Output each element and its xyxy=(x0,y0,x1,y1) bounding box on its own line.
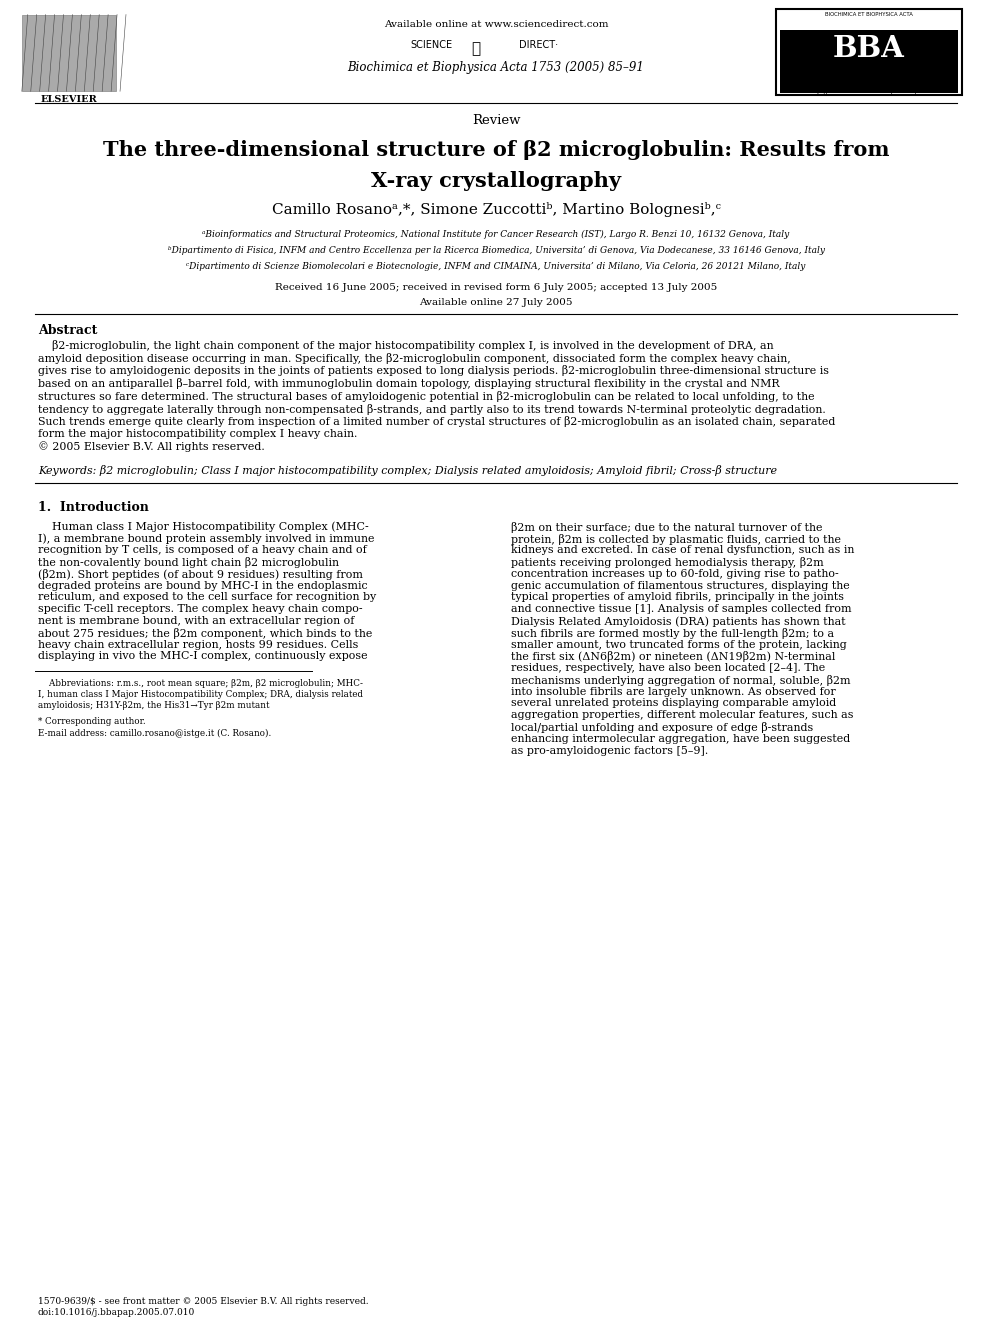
Text: Available online at www.sciencedirect.com: Available online at www.sciencedirect.co… xyxy=(384,20,608,29)
Text: degraded proteins are bound by MHC-I in the endoplasmic: degraded proteins are bound by MHC-I in … xyxy=(38,581,367,590)
Text: residues, respectively, have also been located [2–4]. The: residues, respectively, have also been l… xyxy=(511,663,825,673)
Text: protein, β2m is collected by plasmatic fluids, carried to the: protein, β2m is collected by plasmatic f… xyxy=(511,533,841,545)
Bar xyxy=(776,9,962,95)
Text: http://www.elsevier.com/locate/bba: http://www.elsevier.com/locate/bba xyxy=(807,87,930,94)
Text: amyloid deposition disease occurring in man. Specifically, the β2-microglobulin : amyloid deposition disease occurring in … xyxy=(38,353,791,364)
Text: doi:10.1016/j.bbapap.2005.07.010: doi:10.1016/j.bbapap.2005.07.010 xyxy=(38,1308,195,1318)
Text: structures so fare determined. The structural bases of amyloidogenic potential i: structures so fare determined. The struc… xyxy=(38,390,814,402)
Text: as pro-amyloidogenic factors [5–9].: as pro-amyloidogenic factors [5–9]. xyxy=(511,746,708,755)
Text: ELSEVIER: ELSEVIER xyxy=(40,95,97,105)
Text: β2-microglobulin, the light chain component of the major histocompatibility comp: β2-microglobulin, the light chain compon… xyxy=(38,340,774,351)
Text: 1570-9639/$ - see front matter © 2005 Elsevier B.V. All rights reserved.: 1570-9639/$ - see front matter © 2005 El… xyxy=(38,1297,368,1306)
Text: form the major histocompatibility complex I heavy chain.: form the major histocompatibility comple… xyxy=(38,429,357,439)
Text: Camillo Rosanoᵃ,*, Simone Zuccottiᵇ, Martino Bolognesiᵇ,ᶜ: Camillo Rosanoᵃ,*, Simone Zuccottiᵇ, Mar… xyxy=(272,202,720,217)
Text: ᵇDipartimento di Fisica, INFM and Centro Eccellenza per la Ricerca Biomedica, Un: ᵇDipartimento di Fisica, INFM and Centro… xyxy=(168,246,824,255)
Text: genic accumulation of filamentous structures, displaying the: genic accumulation of filamentous struct… xyxy=(511,581,849,590)
Text: nent is membrane bound, with an extracellular region of: nent is membrane bound, with an extracel… xyxy=(38,617,354,626)
Text: heavy chain extracellular region, hosts 99 residues. Cells: heavy chain extracellular region, hosts … xyxy=(38,639,358,650)
Text: gives rise to amyloidogenic deposits in the joints of patients exposed to long d: gives rise to amyloidogenic deposits in … xyxy=(38,365,828,377)
Text: ⓐ: ⓐ xyxy=(471,41,481,56)
Text: Human class I Major Histocompatibility Complex (MHC-: Human class I Major Histocompatibility C… xyxy=(38,521,368,532)
Text: 1.  Introduction: 1. Introduction xyxy=(38,500,149,513)
Text: SCIENCE: SCIENCE xyxy=(411,40,452,50)
Text: such fibrils are formed mostly by the full-length β2m; to a: such fibrils are formed mostly by the fu… xyxy=(511,628,834,639)
Text: into insoluble fibrils are largely unknown. As observed for: into insoluble fibrils are largely unkno… xyxy=(511,687,835,697)
Text: amyloidosis; H31Y-β2m, the His31→Tyr β2m mutant: amyloidosis; H31Y-β2m, the His31→Tyr β2m… xyxy=(38,701,269,709)
Text: Biochimica et Biophysica Acta 1753 (2005) 85–91: Biochimica et Biophysica Acta 1753 (2005… xyxy=(347,61,645,74)
Text: enhancing intermolecular aggregation, have been suggested: enhancing intermolecular aggregation, ha… xyxy=(511,734,850,744)
Text: * Corresponding author.: * Corresponding author. xyxy=(38,717,145,726)
Text: DIRECT·: DIRECT· xyxy=(519,40,558,50)
Bar xyxy=(22,15,116,91)
Text: several unrelated proteins displaying comparable amyloid: several unrelated proteins displaying co… xyxy=(511,699,836,708)
Text: concentration increases up to 60-fold, giving rise to patho-: concentration increases up to 60-fold, g… xyxy=(511,569,838,579)
Text: smaller amount, two truncated forms of the protein, lacking: smaller amount, two truncated forms of t… xyxy=(511,639,846,650)
Text: aggregation properties, different molecular features, such as: aggregation properties, different molecu… xyxy=(511,710,853,720)
Text: Keywords: β2 microglobulin; Class I major histocompatibility complex; Dialysis r: Keywords: β2 microglobulin; Class I majo… xyxy=(38,464,777,476)
Text: (β2m). Short peptides (of about 9 residues) resulting from: (β2m). Short peptides (of about 9 residu… xyxy=(38,569,363,579)
Text: Abstract: Abstract xyxy=(38,324,97,337)
Text: β2m on their surface; due to the natural turnover of the: β2m on their surface; due to the natural… xyxy=(511,521,822,533)
Text: patients receiving prolonged hemodialysis therapy, β2m: patients receiving prolonged hemodialysi… xyxy=(511,557,823,568)
Text: reticulum, and exposed to the cell surface for recognition by: reticulum, and exposed to the cell surfa… xyxy=(38,593,376,602)
Bar xyxy=(780,30,958,93)
Text: X-ray crystallography: X-ray crystallography xyxy=(371,171,621,191)
Text: Review: Review xyxy=(472,114,520,127)
Text: BBA: BBA xyxy=(833,34,905,64)
Text: Dialysis Related Amyloidosis (DRA) patients has shown that: Dialysis Related Amyloidosis (DRA) patie… xyxy=(511,617,845,627)
Text: tendency to aggregate laterally through non-compensated β-strands, and partly al: tendency to aggregate laterally through … xyxy=(38,404,825,414)
Text: © 2005 Elsevier B.V. All rights reserved.: © 2005 Elsevier B.V. All rights reserved… xyxy=(38,442,265,452)
Text: displaying in vivo the MHC-I complex, continuously expose: displaying in vivo the MHC-I complex, co… xyxy=(38,651,367,662)
Text: based on an antiparallel β–barrel fold, with immunoglobulin domain topology, dis: based on an antiparallel β–barrel fold, … xyxy=(38,378,780,389)
Text: ᵃBioinformatics and Structural Proteomics, National Institute for Cancer Researc: ᵃBioinformatics and Structural Proteomic… xyxy=(202,230,790,239)
Text: Such trends emerge quite clearly from inspection of a limited number of crystal : Such trends emerge quite clearly from in… xyxy=(38,417,835,427)
Text: ᶜDipartimento di Scienze Biomolecolari e Biotecnologie, INFM and CIMAINA, Univer: ᶜDipartimento di Scienze Biomolecolari e… xyxy=(186,262,806,271)
Text: BIOCHIMICA ET BIOPHYSICA ACTA: BIOCHIMICA ET BIOPHYSICA ACTA xyxy=(825,12,913,17)
Text: I), a membrane bound protein assembly involved in immune: I), a membrane bound protein assembly in… xyxy=(38,533,374,544)
Text: I, human class I Major Histocompatibility Complex; DRA, dialysis related: I, human class I Major Histocompatibilit… xyxy=(38,689,363,699)
Text: Received 16 June 2005; received in revised form 6 July 2005; accepted 13 July 20: Received 16 June 2005; received in revis… xyxy=(275,283,717,292)
Text: the non-covalently bound light chain β2 microglobulin: the non-covalently bound light chain β2 … xyxy=(38,557,338,568)
Text: The three-dimensional structure of β2 microglobulin: Results from: The three-dimensional structure of β2 mi… xyxy=(103,140,889,160)
Text: about 275 residues; the β2m component, which binds to the: about 275 residues; the β2m component, w… xyxy=(38,628,372,639)
Text: E-mail address: camillo.rosano@istge.it (C. Rosano).: E-mail address: camillo.rosano@istge.it … xyxy=(38,729,271,738)
Text: local/partial unfolding and exposure of edge β-strands: local/partial unfolding and exposure of … xyxy=(511,722,813,733)
Text: recognition by T cells, is composed of a heavy chain and of: recognition by T cells, is composed of a… xyxy=(38,545,366,556)
Text: the first six (ΔN6β2m) or nineteen (ΔN19β2m) N-terminal: the first six (ΔN6β2m) or nineteen (ΔN19… xyxy=(511,651,835,663)
Text: specific T-cell receptors. The complex heavy chain compo-: specific T-cell receptors. The complex h… xyxy=(38,605,362,614)
Text: Available online 27 July 2005: Available online 27 July 2005 xyxy=(420,298,572,307)
Text: typical properties of amyloid fibrils, principally in the joints: typical properties of amyloid fibrils, p… xyxy=(511,593,844,602)
Text: kidneys and excreted. In case of renal dysfunction, such as in: kidneys and excreted. In case of renal d… xyxy=(511,545,854,556)
Text: Abbreviations: r.m.s., root mean square; β2m, β2 microglobulin; MHC-: Abbreviations: r.m.s., root mean square;… xyxy=(38,679,363,688)
Text: mechanisms underlying aggregation of normal, soluble, β2m: mechanisms underlying aggregation of nor… xyxy=(511,675,850,685)
Text: and connective tissue [1]. Analysis of samples collected from: and connective tissue [1]. Analysis of s… xyxy=(511,605,851,614)
